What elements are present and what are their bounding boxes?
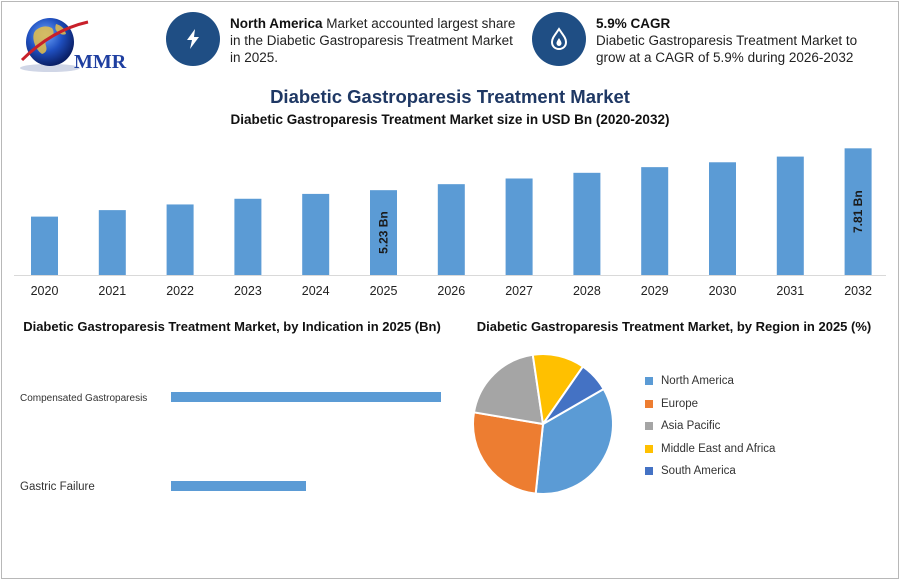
- logo-swoosh: [20, 20, 89, 62]
- legend-swatch: [645, 422, 653, 431]
- indication-bar-chart: Compensated Gastroparesis Gastric Failure: [20, 392, 441, 493]
- highlight-region-text: North America Market accounted largest s…: [230, 15, 521, 66]
- mmr-logo: MMR: [16, 10, 141, 78]
- x-tick-label: 2022: [166, 284, 194, 298]
- x-tick-label: 2020: [31, 284, 59, 298]
- pie-slice-2: [472, 353, 545, 426]
- x-tick-label: 2030: [709, 284, 737, 298]
- bar-2023: [234, 198, 262, 275]
- pie-legend: North America Europe Asia Pacific Middle Ea…: [645, 370, 775, 483]
- legend-item: Europe: [645, 393, 775, 416]
- x-tick-label: 2029: [641, 284, 669, 298]
- hbar-label: Compensated Gastroparesis: [20, 393, 147, 404]
- legend-swatch: [645, 399, 653, 408]
- x-tick-label: 2026: [437, 284, 465, 298]
- legend-item: South America: [645, 460, 775, 483]
- bar-chart-title: Diabetic Gastroparesis Treatment Market …: [230, 112, 670, 127]
- x-tick-label: 2025: [370, 284, 398, 298]
- hbar-1: [171, 481, 306, 491]
- highlight-region-body: Market accounted largest share in the Di…: [230, 16, 516, 65]
- market-size-bar-chart: 2020 2021 2022 2023 2024 2025 2026 2027 2028 2029…: [14, 148, 886, 298]
- indication-chart-title: Diabetic Gastroparesis Treatment Market,…: [23, 319, 441, 334]
- logo-text: MMR: [74, 51, 127, 73]
- region-pie-chart: [472, 353, 614, 495]
- hbar-label: Gastric Failure: [20, 481, 95, 493]
- legend-swatch: [645, 377, 653, 386]
- bar-2029: [641, 167, 669, 275]
- data-label-2025: 5.23 Bn: [377, 211, 391, 254]
- bar-2026: [437, 184, 465, 275]
- pie-slice-1: [472, 411, 545, 495]
- main-title: Diabetic Gastroparesis Treatment Market: [270, 86, 630, 107]
- x-tick-label: 2031: [776, 284, 804, 298]
- hbar-0: [171, 392, 441, 402]
- legend-item: Middle East and Africa: [645, 438, 775, 461]
- lightning-icon: [166, 12, 220, 66]
- bar-2032: [844, 148, 872, 275]
- x-tick-label: 2028: [573, 284, 601, 298]
- bar-2021: [98, 210, 126, 275]
- bar-2028: [573, 172, 601, 275]
- pie-slice-4: [542, 365, 605, 425]
- bar-2020: [31, 216, 58, 275]
- region-chart-title: Diabetic Gastroparesis Treatment Market,…: [476, 319, 872, 334]
- legend-item: Asia Pacific: [645, 415, 775, 438]
- flame-drop-icon: [532, 12, 586, 66]
- legend-label: South America: [661, 465, 736, 478]
- highlight-cagr: 5.9% CAGR Diabetic Gastroparesis Treatmen…: [532, 12, 887, 66]
- x-tick-label: 2032: [844, 284, 872, 298]
- legend-item: North America: [645, 370, 775, 393]
- legend-label: Middle East and Africa: [661, 442, 776, 455]
- bar-2022: [166, 204, 194, 275]
- highlight-cagr-text: 5.9% CAGR Diabetic Gastroparesis Treatmen…: [596, 15, 887, 66]
- bar-2031: [776, 156, 804, 275]
- bar-2030: [709, 162, 736, 275]
- legend-label: North America: [661, 375, 734, 388]
- bar-2024: [302, 193, 330, 275]
- pie-slice-0: [534, 387, 614, 495]
- legend-label: Europe: [661, 397, 699, 410]
- highlight-cagr-bold: 5.9% CAGR: [596, 16, 671, 31]
- bar-2025: [370, 190, 397, 275]
- highlight-cagr-body: Diabetic Gastroparesis Treatment Market …: [596, 33, 858, 65]
- legend-swatch: [645, 444, 653, 453]
- x-tick-label: 2023: [234, 284, 262, 298]
- x-tick-label: 2021: [98, 284, 126, 298]
- legend-swatch: [645, 467, 653, 476]
- logo-shadow: [20, 64, 80, 72]
- legend-label: Asia Pacific: [661, 420, 721, 433]
- x-tick-label: 2027: [505, 284, 533, 298]
- highlight-region: North America Market accounted largest s…: [166, 12, 521, 66]
- globe-icon: [26, 18, 74, 66]
- bar-2027: [505, 178, 533, 275]
- x-tick-label: 2024: [302, 284, 330, 298]
- highlight-region-bold: North America: [230, 16, 323, 31]
- data-label-2032: 7.81 Bn: [851, 190, 865, 233]
